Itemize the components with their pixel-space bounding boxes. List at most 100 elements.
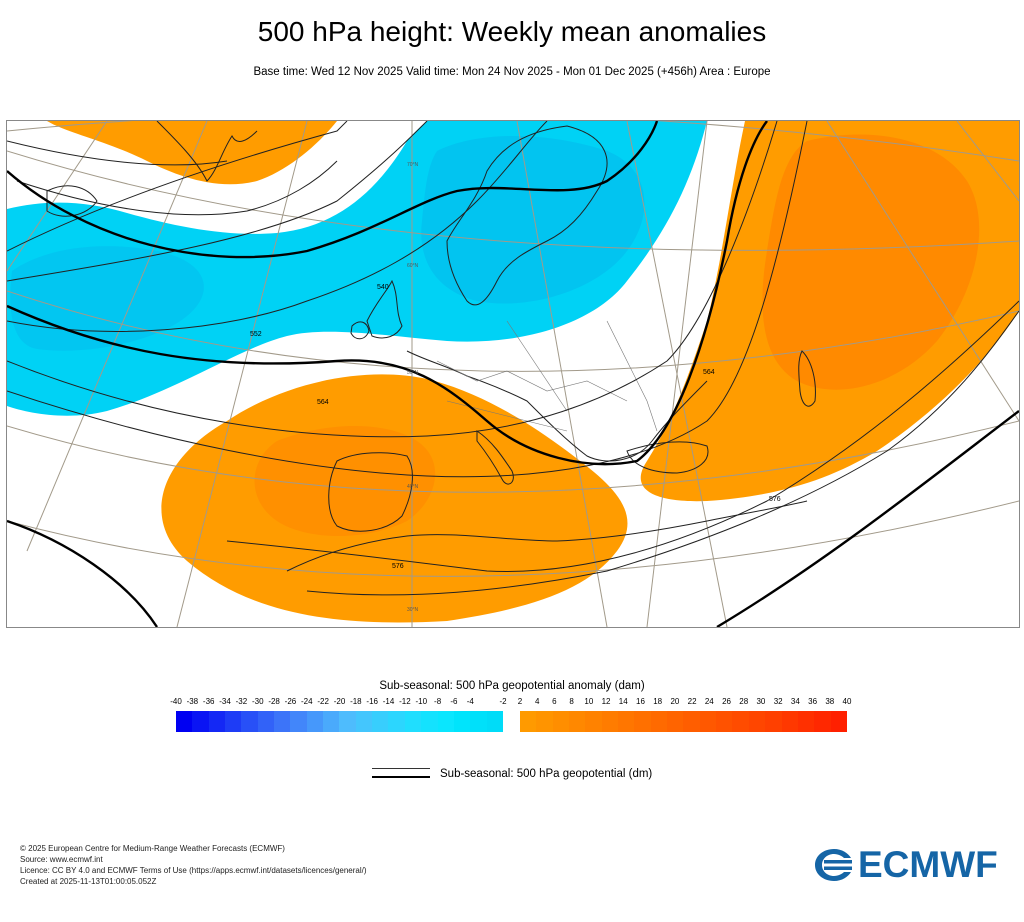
colorbar-tick-label: -32: [235, 697, 248, 706]
contour-line-bold: [716, 410, 1019, 627]
colorbar-cell: [585, 711, 602, 732]
contour-line: [226, 300, 1019, 572]
lat-label: 60°N: [407, 263, 419, 269]
contour-line-bold: [7, 519, 159, 627]
colorbar-tick-label: 34: [790, 697, 800, 706]
colorbar-title: Sub-seasonal: 500 hPa geopotential anoma…: [379, 680, 645, 692]
colorbar-cell: [225, 711, 242, 732]
colorbar-tick-label: 14: [618, 697, 628, 706]
colorbar-tick-label: 38: [825, 697, 835, 706]
colorbar-cell: [257, 711, 275, 732]
parallel-line: [7, 420, 1019, 493]
colorbar-cell: [241, 711, 258, 732]
colorbar-cell: [453, 711, 471, 732]
contour-line-legend-swatch: [372, 766, 430, 780]
colorbar-cell: [667, 711, 684, 732]
parallel-line: [7, 150, 1019, 251]
colorbar-cell: [372, 711, 389, 732]
colorbar-tick-label: 20: [670, 697, 680, 706]
colorbar-cell: [781, 711, 798, 732]
colorbar-tick-label: 22: [687, 697, 697, 706]
colorbar-cell: [306, 711, 324, 732]
colorbar-tick-label: 18: [653, 697, 663, 706]
border-line: [436, 360, 628, 402]
colorbar-tick-label: -14: [382, 697, 395, 706]
coast-caspian: [798, 350, 816, 407]
colorbar-cell: [355, 711, 373, 732]
colorbar-tick-label: 12: [601, 697, 611, 706]
colorbar-cell: [208, 711, 226, 732]
meridian-line: [176, 121, 308, 627]
colorbar-positive: [520, 711, 847, 732]
colorbar-tick-label: -28: [268, 697, 280, 706]
meridian-line: [7, 121, 108, 272]
ecmwf-logo-text: ECMWF: [858, 844, 998, 885]
colorbar-cell: [601, 711, 619, 732]
colorbar-cell: [192, 711, 209, 732]
meridian-line: [26, 121, 208, 552]
latitude-labels: 70°N 60°N 50°N 40°N 30°N: [407, 162, 419, 613]
contour-label: 564: [317, 399, 329, 406]
border-line: [446, 400, 568, 432]
contour-line: [7, 121, 348, 252]
coast-north-africa: [286, 500, 808, 572]
positive-anomaly-russia-core: [762, 134, 980, 390]
colorbar-cell: [650, 711, 668, 732]
contour-line: [7, 121, 548, 332]
created-line: Created at 2025-11-13T01:00:05.052Z: [20, 877, 157, 886]
colorbar-tick-label: 6: [552, 697, 557, 706]
colorbar-cell: [830, 711, 847, 732]
contour-label: 540: [377, 284, 389, 291]
parallel-line: [7, 290, 1019, 372]
colorbar-tick-label: -24: [301, 697, 313, 706]
ecmwf-logo-icon: [815, 849, 852, 881]
colorbar-tick-label: 10: [584, 697, 594, 706]
colorbar-negative-ticks: -40 -38 -36 -34 -32 -30 -28 -26 -24 -22 -20 -18 -16-…: [170, 697, 506, 709]
lat-label: 40°N: [407, 484, 419, 490]
positive-anomaly-greenland: [47, 121, 337, 185]
colorbar-cell: [716, 711, 733, 732]
positive-anomaly-areas: [47, 121, 1019, 623]
contour-label: 576: [769, 496, 781, 503]
border-line: [506, 320, 568, 412]
colorbar-tick-label: -10: [415, 697, 428, 706]
coast-iceland: [46, 185, 98, 217]
colorbar-cell: [470, 711, 487, 732]
colorbar-tick-label: 8: [569, 697, 574, 706]
geopotential-contours-bold: [7, 121, 1019, 627]
contour-line-bold: [7, 121, 768, 466]
colorbar-cell: [339, 711, 356, 732]
colorbar-cell: [486, 711, 503, 732]
colorbar-tick-label: 32: [773, 697, 783, 706]
colorbar-cell: [404, 711, 422, 732]
country-borders: [436, 320, 658, 432]
colorbar-tick-label: 36: [808, 697, 818, 706]
coast-british-isles: [366, 279, 403, 339]
colorbar-cell: [732, 711, 749, 732]
colorbar-cell: [634, 711, 651, 732]
lat-label: 50°N: [407, 370, 419, 376]
colorbar-tick-label: -16: [366, 697, 378, 706]
colorbar-tick-label: 16: [636, 697, 645, 706]
colorbar-tick-label: 30: [756, 697, 766, 706]
meridian-line: [826, 121, 1019, 422]
licence-line: Licence: CC BY 4.0 and ECMWF Terms of Us…: [20, 866, 367, 875]
colorbar-cell: [536, 711, 553, 732]
contour-line-bold: [7, 121, 659, 259]
contour-line-legend-label: Sub-seasonal: 500 hPa geopotential (dm): [440, 768, 653, 780]
colorbar-tick-label: -38: [186, 697, 199, 706]
contour-line: [7, 121, 808, 478]
colorbar-tick-label: -12: [399, 697, 411, 706]
colorbar-tick-label: -18: [350, 697, 362, 706]
colorbar-tick-label: -40: [170, 697, 182, 706]
chart-title: 500 hPa height: Weekly mean anomalies: [257, 16, 767, 47]
colorbar-tick-label: 4: [534, 697, 540, 706]
coast-greenland: [156, 121, 258, 182]
colorbar-positive-ticks: 2 4 6 8 10 12 14 16 18 20 22 24 26 28 30 32 34 36 38 40: [518, 697, 852, 709]
colorbar-cell: [323, 711, 340, 732]
colorbar-tick-label: -20: [333, 697, 346, 706]
meridian-line: [956, 121, 1019, 202]
negative-anomaly-areas: [7, 121, 707, 416]
colorbar-cell: [421, 711, 438, 732]
anomaly-map: 552 564 576 540 576 564 70°N 60°N 50°N 4…: [7, 121, 1019, 627]
